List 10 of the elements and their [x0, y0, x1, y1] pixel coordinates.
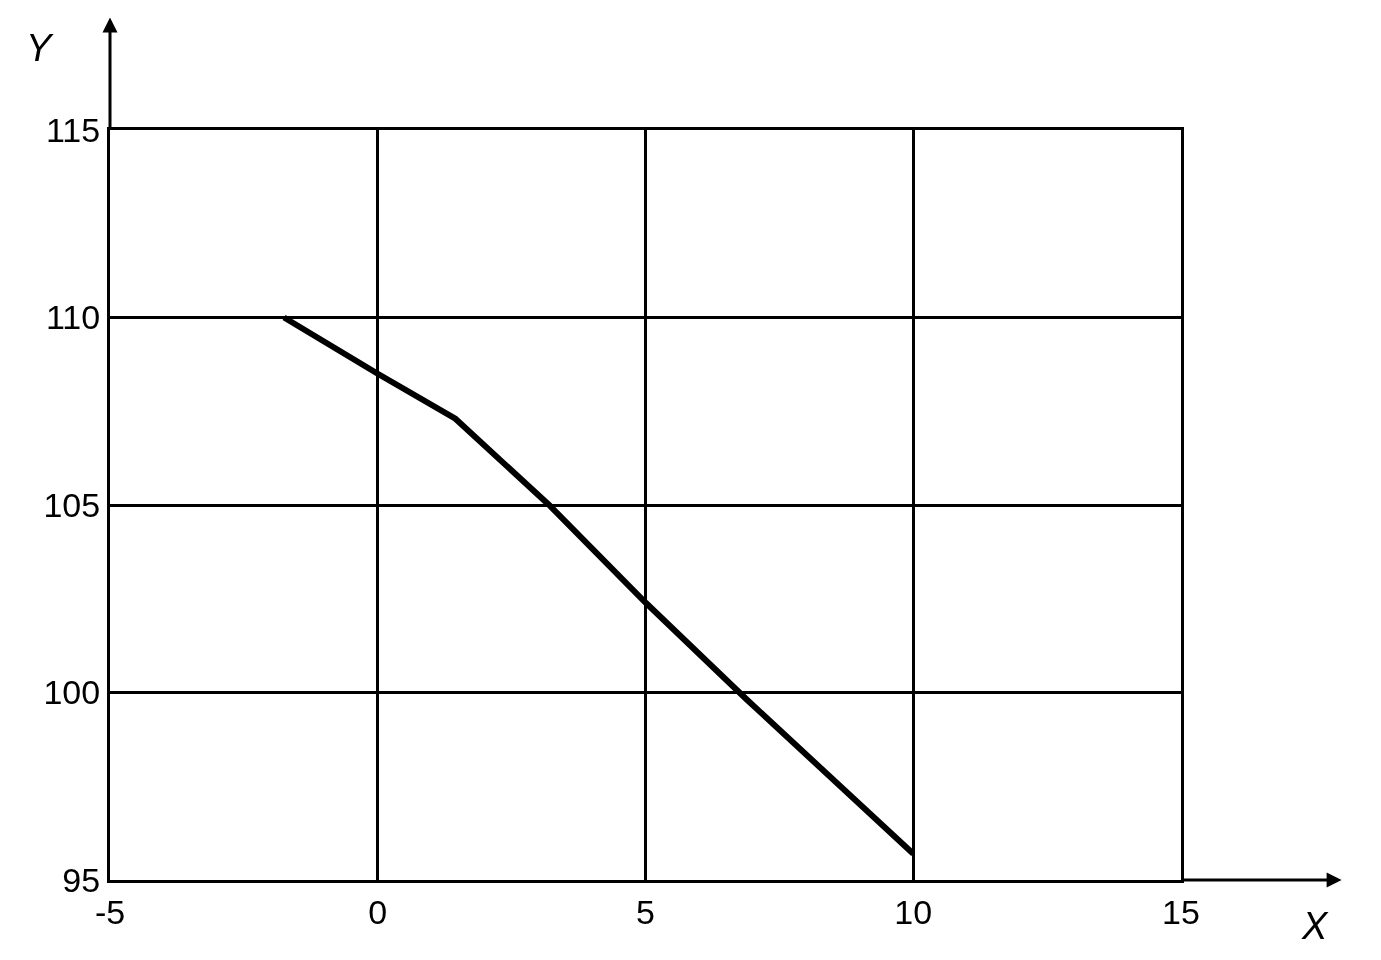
y-tick-label: 110 — [45, 298, 101, 337]
x-tick-label: 0 — [368, 892, 388, 931]
y-tick-label: 115 — [45, 110, 101, 149]
x-tick-label: 5 — [636, 892, 655, 931]
x-tick-label: 15 — [1162, 892, 1200, 931]
x-axis-title: X — [1301, 905, 1329, 947]
y-tick-label: 100 — [43, 673, 101, 712]
y-axis-title: Y — [26, 27, 54, 69]
y-tick-label: 105 — [43, 485, 101, 524]
x-tick-label: 10 — [894, 892, 933, 931]
